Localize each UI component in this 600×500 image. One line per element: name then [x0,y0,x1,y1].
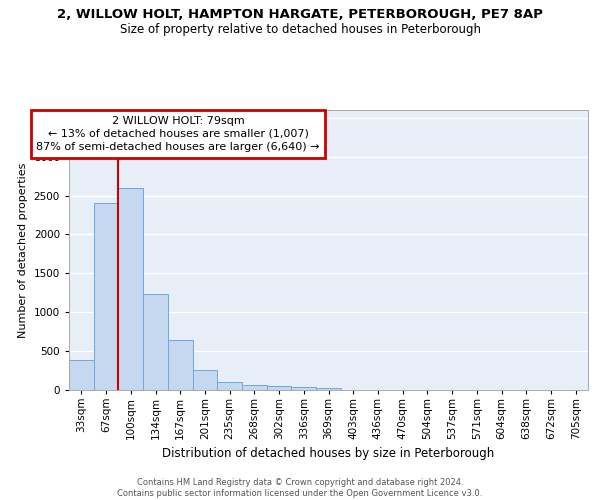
Bar [316,388,341,390]
Bar [69,360,94,390]
Text: 2, WILLOW HOLT, HAMPTON HARGATE, PETERBOROUGH, PE7 8AP: 2, WILLOW HOLT, HAMPTON HARGATE, PETERBO… [57,8,543,20]
Text: Size of property relative to detached houses in Peterborough: Size of property relative to detached ho… [119,22,481,36]
Bar [118,188,143,390]
Bar [168,340,193,390]
Text: 2 WILLOW HOLT: 79sqm
← 13% of detached houses are smaller (1,007)
87% of semi-de: 2 WILLOW HOLT: 79sqm ← 13% of detached h… [36,116,320,152]
Bar [143,294,168,390]
Bar [267,386,292,390]
Bar [242,386,267,390]
Text: Contains HM Land Registry data © Crown copyright and database right 2024.
Contai: Contains HM Land Registry data © Crown c… [118,478,482,498]
X-axis label: Distribution of detached houses by size in Peterborough: Distribution of detached houses by size … [163,448,494,460]
Bar [292,386,316,390]
Bar [94,204,118,390]
Bar [193,370,217,390]
Y-axis label: Number of detached properties: Number of detached properties [18,162,28,338]
Bar [217,382,242,390]
